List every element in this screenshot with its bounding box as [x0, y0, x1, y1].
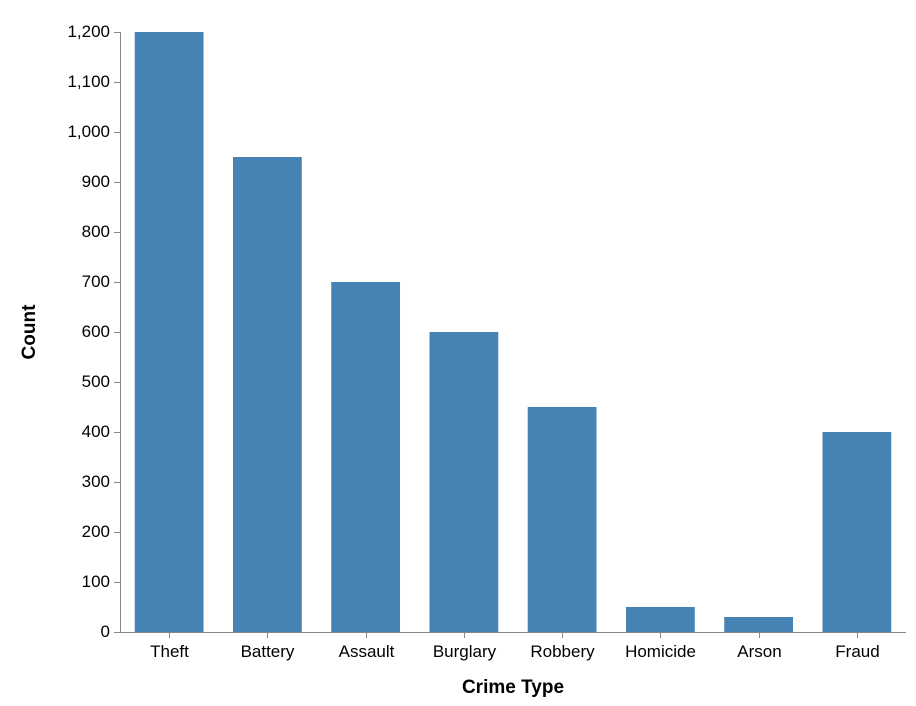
- bar-fraud: [822, 432, 892, 632]
- bar-battery: [232, 157, 302, 632]
- x-tick-label: Burglary: [433, 642, 497, 661]
- bar-theft: [134, 32, 204, 632]
- bar-arson: [724, 617, 794, 632]
- x-tick-label: Theft: [150, 642, 189, 661]
- bar-homicide: [625, 607, 695, 632]
- x-axis-title: Crime Type: [462, 677, 564, 698]
- y-tick-label: 800: [82, 222, 110, 241]
- y-tick-label: 0: [101, 622, 110, 641]
- y-tick-label: 100: [82, 572, 110, 591]
- x-tick-label: Robbery: [530, 642, 595, 661]
- y-tick-label: 300: [82, 472, 110, 491]
- y-tick-label: 900: [82, 172, 110, 191]
- y-tick-label: 600: [82, 322, 110, 341]
- y-tick-label: 1,100: [67, 72, 110, 91]
- x-tick-label: Homicide: [625, 642, 696, 661]
- x-tick-label: Arson: [737, 642, 781, 661]
- bar-assault: [331, 282, 401, 632]
- bars-group: [134, 32, 892, 632]
- y-tick-label: 400: [82, 422, 110, 441]
- bar-robbery: [527, 407, 597, 632]
- x-axis: Theft Battery Assault Burglary Robbery Homici…: [120, 632, 906, 661]
- x-tick-label: Battery: [241, 642, 295, 661]
- y-tick-label: 500: [82, 372, 110, 391]
- y-axis-title: Count: [19, 304, 40, 360]
- y-axis: 0 100 200 300 400 500 600 700 800 900 1,000 1,100 1,…: [67, 22, 121, 641]
- y-tick-label: 1,200: [67, 22, 110, 41]
- x-tick-label: Assault: [339, 642, 395, 661]
- bar-burglary: [429, 332, 499, 632]
- y-tick-label: 200: [82, 522, 110, 541]
- y-tick-label: 1,000: [67, 122, 110, 141]
- x-tick-label: Fraud: [835, 642, 879, 661]
- y-tick-label: 700: [82, 272, 110, 291]
